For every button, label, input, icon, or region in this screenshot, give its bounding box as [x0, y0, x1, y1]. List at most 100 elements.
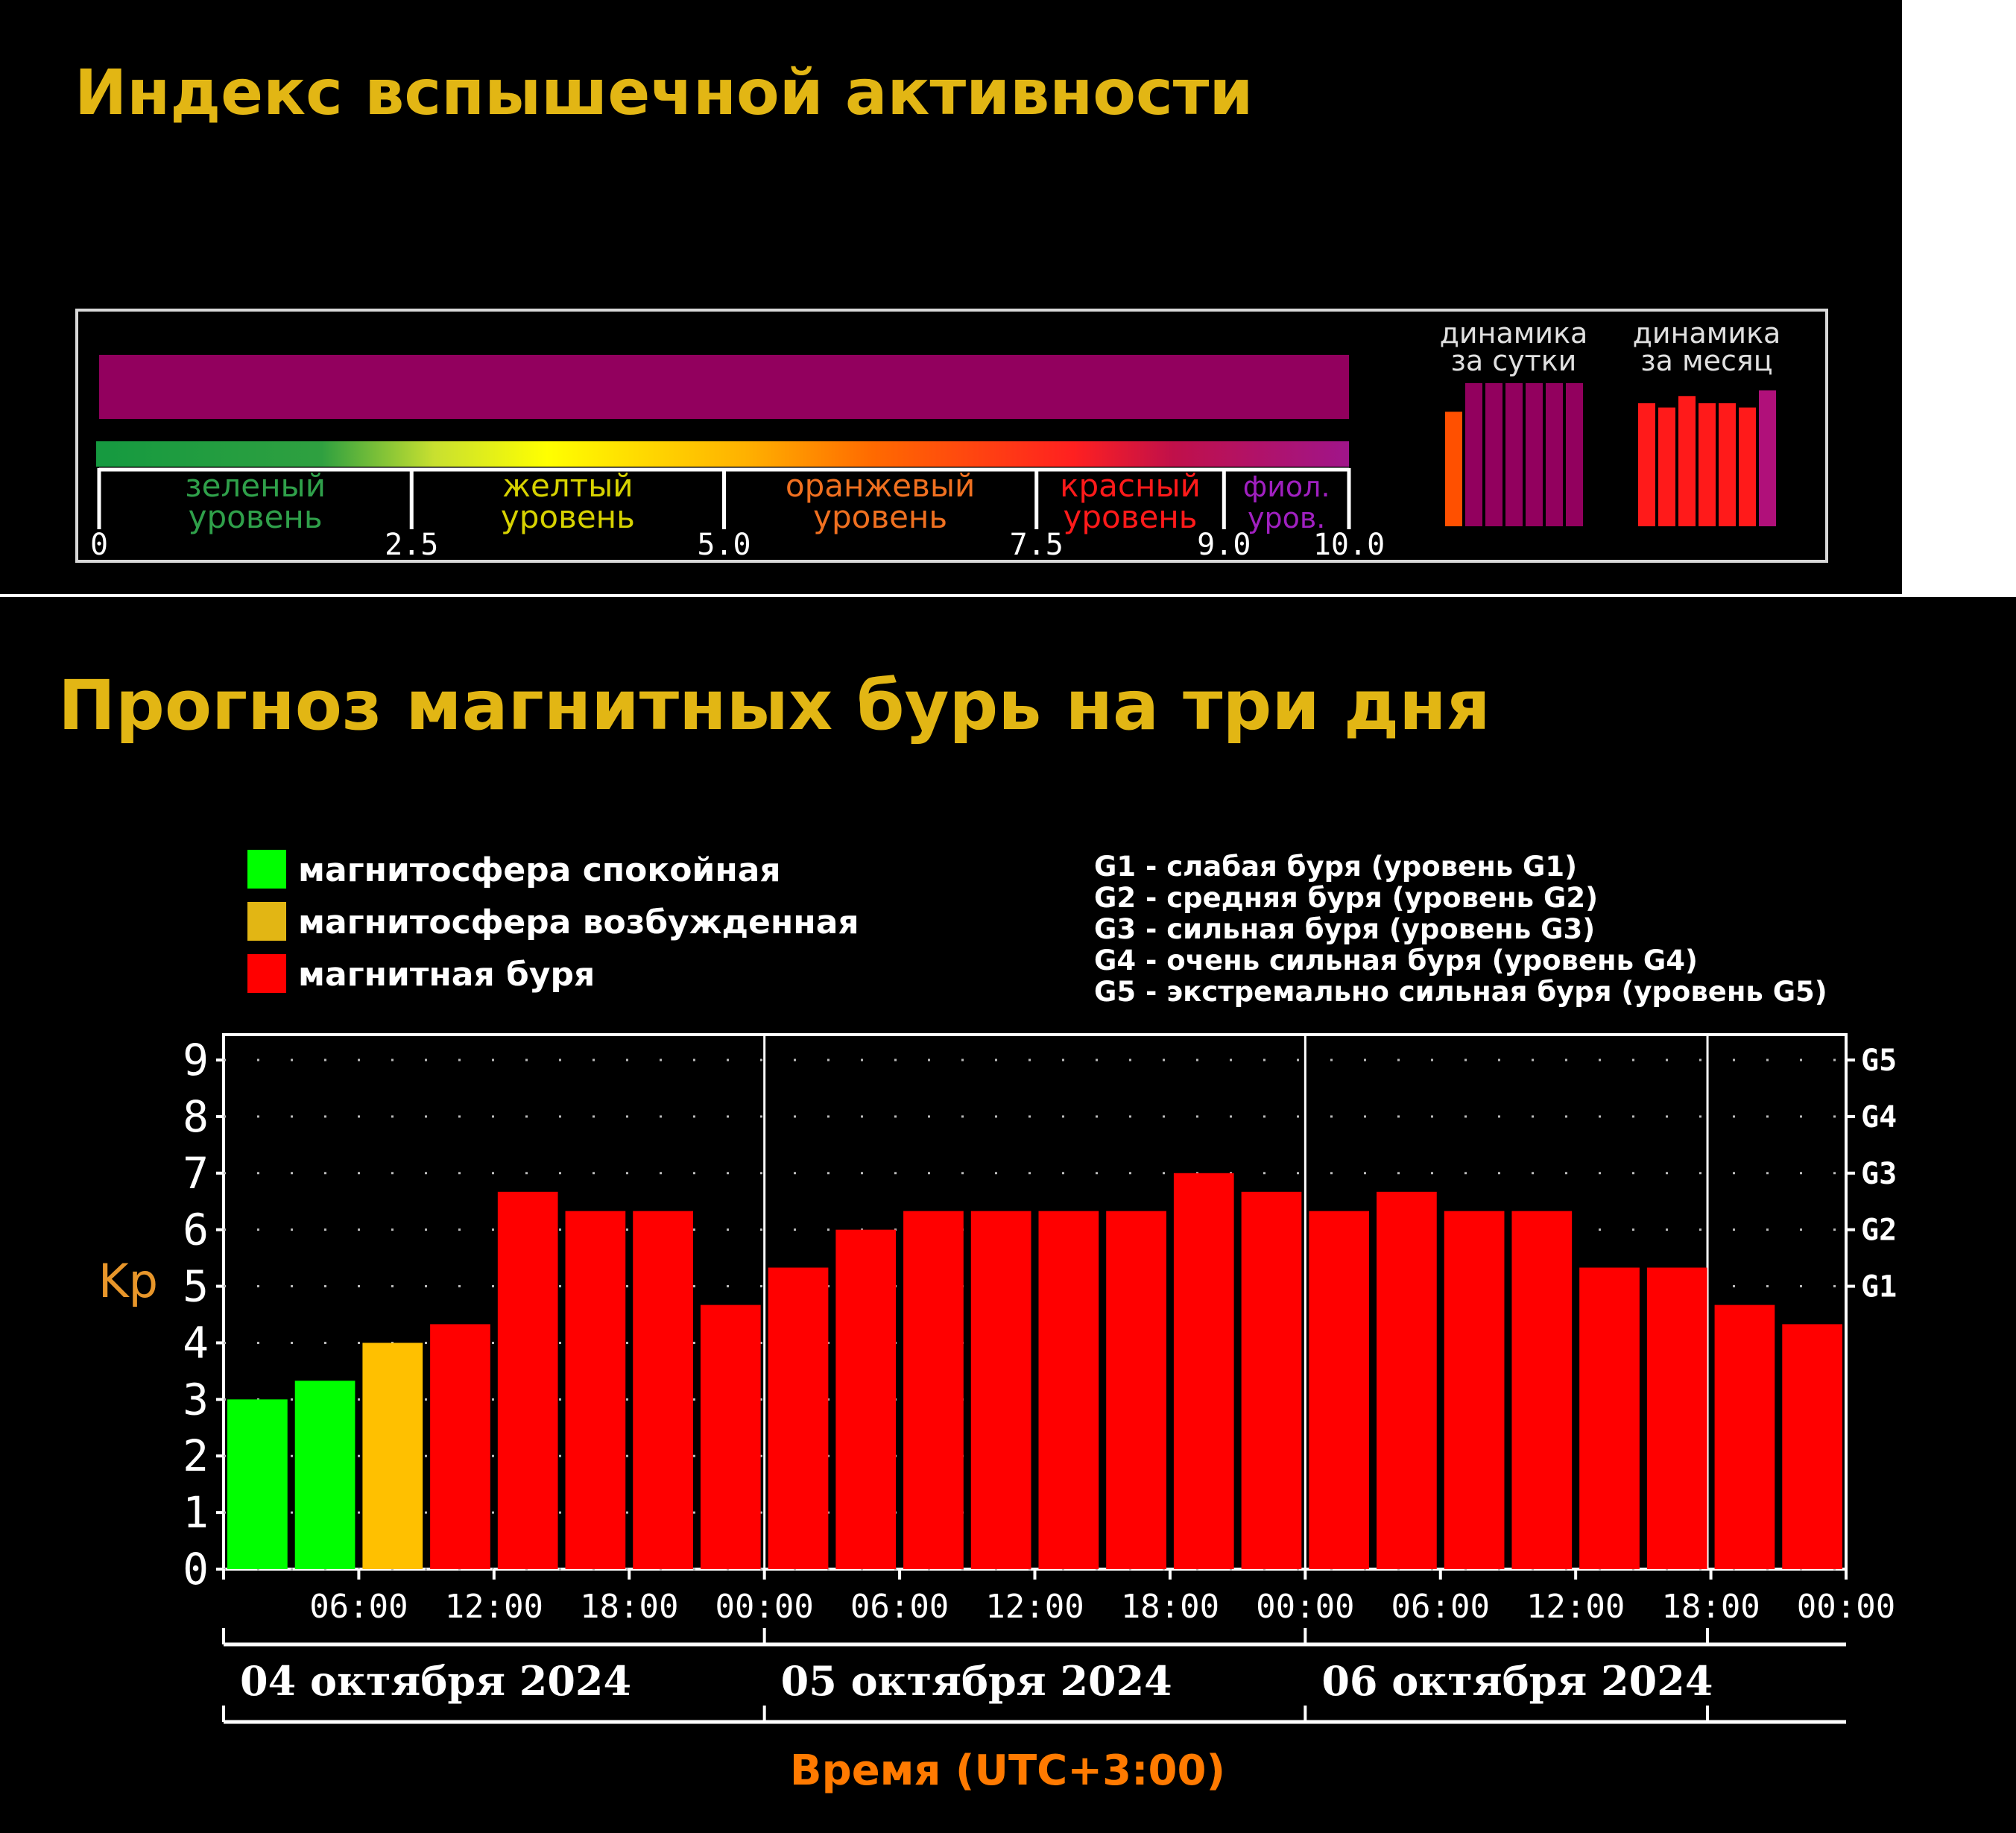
- flare-frame: [75, 309, 1828, 563]
- x-axis-label: Время (UTC+3:00): [790, 1747, 1225, 1795]
- kp-bar: [1038, 1211, 1099, 1569]
- dynamics-day-bar: [1546, 383, 1563, 526]
- day-label: 04 октября 2024: [240, 1657, 631, 1705]
- y-tick-label: 2: [183, 1430, 209, 1481]
- g-scale-legend-line: G1 - слабая буря (уровень G1): [1094, 851, 1577, 883]
- dynamics-day-bar: [1566, 383, 1583, 526]
- legend-swatch: [247, 954, 286, 993]
- flare-scale-tick-label: 2.5: [385, 528, 438, 562]
- time-tick-label: 00:00: [1256, 1588, 1354, 1626]
- g-scale-legend-line: G3 - сильная буря (уровень G3): [1094, 913, 1595, 945]
- dynamics-day-bar: [1485, 383, 1502, 526]
- kp-bar: [227, 1399, 288, 1569]
- y-tick-label: 6: [183, 1205, 209, 1255]
- g-scale-legend-line: G5 - экстремально сильная буря (уровень …: [1094, 976, 1827, 1008]
- dynamics-month-label: динамика: [1633, 317, 1781, 350]
- dynamics-month-bar: [1658, 407, 1675, 526]
- legend-label: магнитосфера возбужденная: [298, 903, 859, 941]
- flare-activity-panel: [0, 0, 1902, 594]
- time-tick-label: 06:00: [1391, 1588, 1490, 1626]
- dynamics-day-bar: [1526, 383, 1543, 526]
- g-tick-label: G3: [1861, 1157, 1897, 1191]
- g-scale-legend-line: G4 - очень сильная буря (уровень G4): [1094, 944, 1698, 977]
- kp-bar: [1579, 1267, 1640, 1569]
- g-tick-label: G1: [1861, 1270, 1897, 1304]
- flare-level-label: уровень: [501, 499, 635, 535]
- dynamics-month-bar: [1719, 403, 1736, 526]
- y-tick-label: 8: [183, 1091, 209, 1142]
- flare-scale-tick-label: 0: [90, 528, 108, 562]
- flare-level-label: уров.: [1248, 502, 1325, 534]
- kp-bar: [362, 1343, 423, 1569]
- time-tick-label: 12:00: [445, 1588, 543, 1626]
- kp-bar: [430, 1324, 490, 1569]
- kp-bar: [768, 1267, 829, 1569]
- g-tick-label: G5: [1861, 1044, 1897, 1078]
- kp-bar: [1782, 1324, 1842, 1569]
- kp-bar: [1241, 1191, 1302, 1569]
- flare-level-label: оранжевый: [786, 467, 975, 504]
- y-axis-label: Kp: [98, 1254, 158, 1308]
- kp-bar: [1714, 1304, 1775, 1569]
- dynamics-day-label: динамика: [1440, 317, 1588, 350]
- dynamics-month-bar: [1638, 403, 1655, 526]
- flare-level-label: зеленый: [185, 467, 326, 504]
- flare-level-label: уровень: [813, 499, 947, 535]
- kp-bar: [294, 1381, 356, 1569]
- kp-bar: [835, 1229, 897, 1569]
- time-tick-label: 12:00: [1526, 1588, 1625, 1626]
- time-tick-label: 12:00: [985, 1588, 1084, 1626]
- y-tick-label: 1: [183, 1487, 209, 1538]
- kp-bar: [700, 1304, 761, 1569]
- dynamics-month-bar: [1699, 403, 1716, 526]
- legend-swatch: [247, 850, 286, 889]
- g-scale-legend-line: G2 - средняя буря (уровень G2): [1094, 882, 1598, 914]
- kp-bar: [1377, 1191, 1437, 1569]
- kp-bar: [1646, 1267, 1707, 1569]
- flare-level-label: красный: [1060, 467, 1201, 504]
- kp-bar: [633, 1211, 693, 1569]
- y-tick-label: 4: [183, 1317, 209, 1368]
- kp-bar: [1106, 1211, 1166, 1569]
- flare-activity-title: Индекс вспышечной активности: [75, 56, 1254, 129]
- g-tick-label: G4: [1861, 1100, 1897, 1135]
- flare-level-label: желтый: [502, 467, 633, 504]
- kp-bar: [903, 1211, 964, 1569]
- dynamics-month-bar: [1739, 407, 1756, 526]
- flare-level-label: уровень: [189, 499, 323, 535]
- kp-bar: [1511, 1211, 1573, 1569]
- time-tick-label: 00:00: [715, 1588, 813, 1626]
- time-tick-label: 18:00: [1661, 1588, 1760, 1626]
- dynamics-month-label: за месяц: [1640, 344, 1772, 377]
- y-tick-label: 9: [183, 1035, 209, 1085]
- day-label: 06 октября 2024: [1321, 1657, 1713, 1705]
- flare-scale-tick-label: 10.0: [1313, 528, 1385, 562]
- kp-bar: [565, 1211, 626, 1569]
- kp-bar: [1444, 1211, 1505, 1569]
- legend-label: магнитная буря: [298, 956, 595, 994]
- y-tick-label: 0: [183, 1544, 209, 1594]
- y-tick-label: 5: [183, 1261, 209, 1312]
- legend-label: магнитосфера спокойная: [298, 851, 781, 889]
- flare-scale-tick-label: 9.0: [1197, 528, 1251, 562]
- dynamics-day-bar: [1505, 383, 1523, 526]
- g-tick-label: G2: [1861, 1214, 1897, 1248]
- flare-gradient-scale: [96, 441, 1349, 467]
- flare-level-label: уровень: [1064, 499, 1198, 535]
- flare-scale-tick-label: 7.5: [1010, 528, 1064, 562]
- dynamics-day-bar: [1465, 383, 1482, 526]
- time-tick-label: 06:00: [850, 1588, 949, 1626]
- kp-bar: [497, 1191, 558, 1569]
- legend-swatch: [247, 902, 286, 941]
- y-tick-label: 7: [183, 1148, 209, 1199]
- kp-bar: [1173, 1173, 1234, 1569]
- dynamics-day-bar: [1445, 411, 1462, 526]
- storm-forecast-title: Прогноз магнитных бурь на три дня: [58, 666, 1491, 745]
- flare-index-bar: [99, 355, 1349, 419]
- kp-bar: [1309, 1211, 1370, 1569]
- day-label: 05 октября 2024: [781, 1657, 1172, 1705]
- flare-index-graphic: 0 2.5 5.0 7.5 9.0 10.0зеленыйуровеньжелтыйуро…: [75, 309, 1828, 563]
- kp-bar: [970, 1211, 1031, 1569]
- time-tick-label: 18:00: [1121, 1588, 1219, 1626]
